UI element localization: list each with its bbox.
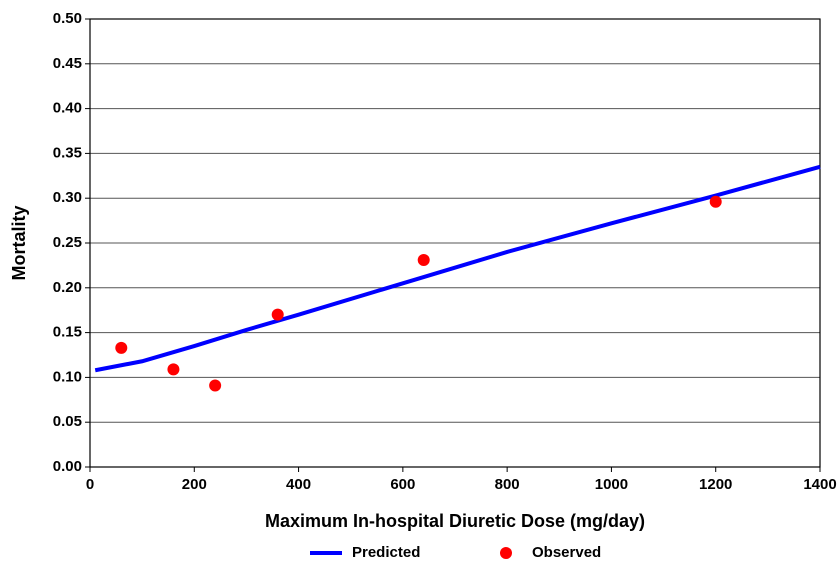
x-tick-label: 1000: [595, 476, 628, 493]
y-tick-label: 0.25: [53, 234, 82, 251]
x-tick-label: 0: [86, 476, 94, 493]
x-tick-label: 1400: [803, 476, 836, 493]
x-tick-label: 800: [495, 476, 520, 493]
y-tick-label: 0.45: [53, 55, 82, 72]
y-tick-label: 0.20: [53, 279, 82, 296]
observed-point: [209, 379, 222, 392]
y-tick-label: 0.05: [53, 413, 82, 430]
y-tick-label: 0.35: [53, 144, 82, 161]
legend-label: Predicted: [352, 544, 420, 561]
observed-point: [167, 363, 180, 376]
x-tick-label: 1200: [699, 476, 732, 493]
y-tick-label: 0.40: [53, 100, 82, 117]
legend-label: Observed: [532, 544, 601, 561]
x-tick-label: 600: [390, 476, 415, 493]
observed-point: [115, 341, 128, 354]
observed-point: [709, 195, 722, 208]
legend-swatch: [500, 547, 512, 559]
observed-point: [417, 254, 430, 267]
plot-border: [89, 18, 821, 468]
predicted-line: [94, 164, 821, 373]
y-tick-label: 0.10: [53, 368, 82, 385]
x-axis-label: Maximum In-hospital Diuretic Dose (mg/da…: [265, 511, 645, 531]
y-tick-label: 0.50: [53, 10, 82, 27]
y-tick-label: 0.30: [53, 189, 82, 206]
x-tick-label: 400: [286, 476, 311, 493]
observed-point: [271, 308, 284, 321]
x-tick-label: 200: [182, 476, 207, 493]
y-tick-label: 0.15: [53, 324, 82, 341]
y-tick-label: 0.00: [53, 458, 82, 475]
y-axis-label: Mortality: [9, 205, 29, 280]
